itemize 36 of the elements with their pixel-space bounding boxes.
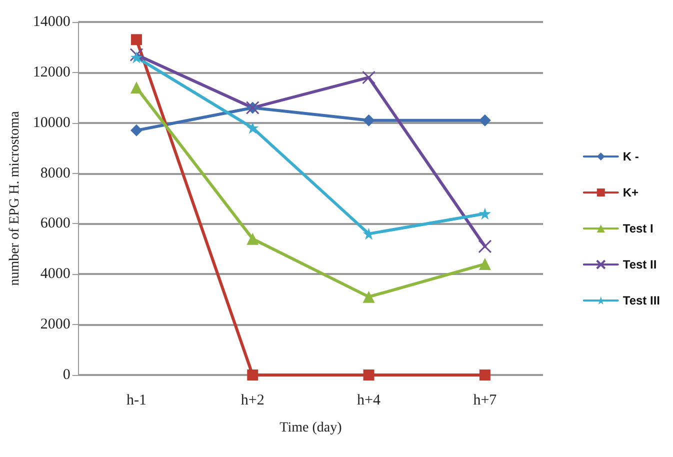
point — [478, 208, 491, 220]
point — [362, 70, 376, 84]
y-tick-label: 10000 — [32, 114, 70, 131]
x-tick-label: h+2 — [240, 392, 264, 408]
legend-label: Test I — [622, 222, 654, 236]
x-axis-title: Time (day) — [280, 420, 342, 436]
y-tick-label: 6000 — [40, 216, 70, 232]
y-tick-label: 4000 — [40, 266, 70, 282]
x-tick-label: h+7 — [473, 392, 498, 408]
point — [246, 232, 259, 245]
point — [478, 114, 491, 126]
point — [130, 34, 142, 46]
x-tick-label: h+4 — [357, 392, 381, 408]
point — [130, 124, 142, 136]
y-tick-label: 0 — [62, 367, 70, 383]
legend-label: Test III — [622, 294, 660, 308]
y-tick-label: 8000 — [40, 165, 70, 182]
point — [362, 290, 375, 303]
point — [362, 114, 375, 126]
point — [130, 48, 144, 62]
y-tick-label: 12000 — [32, 64, 70, 80]
point — [247, 370, 258, 380]
legend-label: Test II — [622, 258, 657, 272]
y-axis-title: number of EPG H. microstoma — [8, 110, 22, 286]
legend-label: K - — [622, 150, 639, 164]
legend-label: K+ — [622, 186, 639, 200]
point — [130, 51, 142, 64]
y-tick-label: 2000 — [40, 316, 70, 333]
point — [363, 370, 374, 380]
x-tick-label: h-1 — [126, 392, 146, 408]
point — [478, 240, 492, 254]
point — [130, 82, 142, 94]
point — [478, 258, 491, 270]
y-tick-label: 14000 — [32, 14, 70, 30]
point — [246, 122, 259, 134]
point — [479, 370, 490, 380]
